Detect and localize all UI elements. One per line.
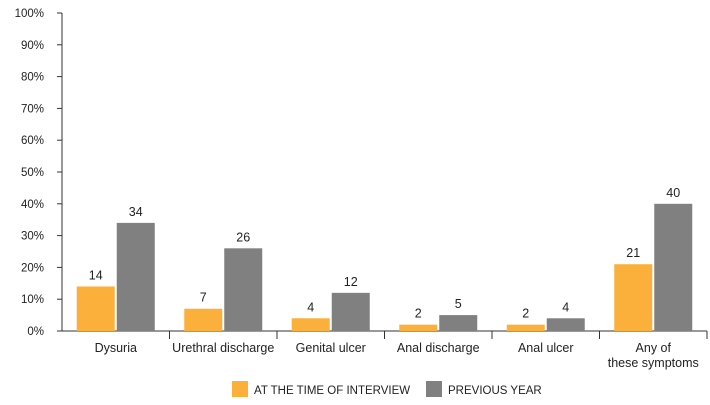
- y-tick-label: 50%: [21, 167, 44, 179]
- y-tick-label: 60%: [21, 135, 44, 147]
- legend-swatch: [232, 381, 248, 397]
- bar: [654, 203, 693, 331]
- x-category-label: Any of: [636, 341, 672, 355]
- bar-value-label: 5: [455, 297, 462, 311]
- bar: [116, 222, 155, 331]
- y-tick-label: 40%: [21, 199, 44, 211]
- legend-swatch: [426, 381, 442, 397]
- x-category-label: Anal ulcer: [518, 341, 574, 355]
- bar: [506, 324, 545, 331]
- y-axis: 0% 10% 20% 30% 40% 50% 60% 70% 80% 90% 100%: [15, 8, 63, 338]
- y-tick-label: 70%: [21, 103, 44, 115]
- x-category-label: Dysuria: [95, 341, 137, 355]
- bar: [184, 308, 223, 331]
- bar-value-label: 12: [344, 275, 358, 289]
- y-tick-label: 30%: [21, 231, 44, 243]
- bar-value-label: 4: [562, 300, 569, 314]
- bar: [76, 286, 115, 331]
- bar: [614, 264, 653, 331]
- bars: [76, 203, 693, 331]
- bar-value-label: 2: [522, 307, 529, 321]
- bar: [224, 248, 263, 331]
- bar: [291, 318, 330, 331]
- y-tick-label: 20%: [21, 262, 44, 274]
- x-category-label: Urethral discharge: [172, 341, 274, 355]
- data-labels: 14 34 7 26 4 12 2 5 2 4 21 40: [89, 186, 680, 321]
- bar-value-label: 14: [89, 268, 103, 282]
- bar-value-label: 4: [307, 300, 314, 314]
- y-tick-label: 80%: [21, 72, 44, 84]
- bar-value-label: 26: [236, 230, 250, 244]
- legend: AT THE TIME OF INTERVIEW PREVIOUS YEAR: [232, 381, 542, 397]
- x-category-label: these symptoms: [608, 356, 699, 370]
- y-tick-label: 10%: [21, 294, 44, 306]
- y-tick-label: 100%: [15, 8, 44, 20]
- x-axis: Dysuria Urethral discharge Genital ulcer An…: [62, 330, 708, 370]
- bar-value-label: 34: [129, 205, 143, 219]
- bar-value-label: 40: [666, 186, 680, 200]
- bar-value-label: 21: [626, 246, 640, 260]
- bar: [399, 324, 438, 331]
- x-category-label: Anal discharge: [397, 341, 480, 355]
- legend-label: AT THE TIME OF INTERVIEW: [254, 385, 410, 397]
- y-tick-label: 0%: [27, 326, 44, 338]
- y-tick-label: 90%: [21, 40, 44, 52]
- bar-value-label: 7: [200, 291, 207, 305]
- legend-label: PREVIOUS YEAR: [448, 385, 542, 397]
- x-category-label: Genital ulcer: [296, 341, 366, 355]
- bar: [439, 315, 478, 331]
- bar: [331, 292, 370, 331]
- bar: [546, 318, 585, 331]
- bar-value-label: 2: [415, 307, 422, 321]
